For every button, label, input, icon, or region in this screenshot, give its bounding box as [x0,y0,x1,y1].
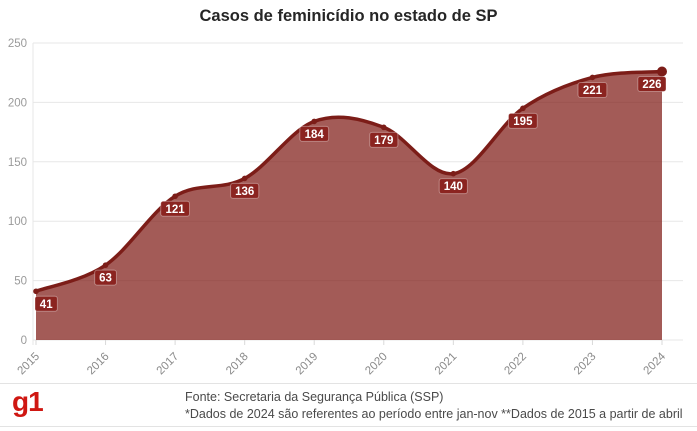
x-axis-label: 2024 [642,350,669,377]
data-label-text: 195 [513,116,533,128]
data-point-marker[interactable] [520,105,526,112]
x-axis-label: 2022 [502,351,529,378]
data-label-text: 179 [374,135,393,147]
x-axis-label: 2021 [433,351,460,378]
data-label: 140 [438,178,468,195]
data-label: 184 [299,125,330,142]
area-fill [36,71,662,341]
chart-canvas: 0 50 100 150 200 250 2015 2016 2017 2018 2019 2020 2… [8,38,683,378]
data-label: 136 [230,182,260,199]
data-label-box [230,182,260,199]
data-label-text: 140 [444,181,463,193]
source-text: Fonte: Secretaria da Segurança Pública (… [185,389,683,423]
footer-divider-top [0,383,697,384]
data-label-box [94,269,117,286]
x-axis-label: 2020 [363,351,390,378]
data-point-marker[interactable] [241,175,248,182]
data-label-text: 121 [166,204,186,216]
data-point-marker[interactable] [380,124,387,131]
y-axis-label: 0 [21,335,27,347]
x-axis-label: 2023 [572,351,599,378]
y-axis-label: 100 [8,216,27,228]
source-text-line1: Fonte: Secretaria da Segurança Pública (… [185,390,444,404]
data-point-marker[interactable] [102,262,109,268]
source-text-line2: *Dados de 2024 são referentes ao período… [185,407,683,421]
x-axis-label: 2015 [16,351,43,378]
data-label: 63 [94,269,117,286]
data-point-marker[interactable] [311,118,318,125]
data-label: 179 [369,131,399,148]
data-label-box [34,295,58,312]
data-label-text: 226 [642,79,661,91]
data-label-box [438,178,468,195]
chart-title: Casos de feminicídio no estado de SP [199,7,498,25]
data-label: 121 [160,200,191,217]
x-axis-label: 2019 [294,351,321,378]
data-point-marker[interactable] [589,74,596,81]
data-label-text: 136 [235,186,254,198]
series-line [34,69,664,294]
x-axis-label: 2018 [224,351,251,378]
data-label: 41 [34,295,58,312]
data-label-box [637,76,667,93]
data-label-text: 184 [305,129,325,141]
data-label: 221 [577,81,608,98]
y-axis-label: 150 [8,157,27,169]
y-axis-label: 50 [14,276,27,288]
data-point-marker[interactable] [450,170,457,177]
data-label-box [369,131,399,148]
data-point-marker[interactable] [33,288,39,295]
y-axis-label: 250 [8,38,27,50]
data-label-box [507,112,538,129]
data-point-marker[interactable] [657,66,667,77]
g1-logo: g1 [12,386,44,417]
data-label-box [160,200,191,217]
data-label-text: 63 [99,273,112,285]
x-axis-label: 2016 [85,351,112,378]
footer-divider-bottom [0,426,697,427]
data-label-text: 41 [40,299,53,311]
x-axis-label: 2017 [155,351,182,378]
data-label-box [299,125,330,142]
data-label: 226 [637,76,667,93]
data-label-box [577,81,608,98]
data-label: 195 [507,112,538,129]
data-point-marker[interactable] [172,193,178,200]
y-axis-label: 200 [8,97,27,109]
data-label-text: 221 [583,85,603,97]
